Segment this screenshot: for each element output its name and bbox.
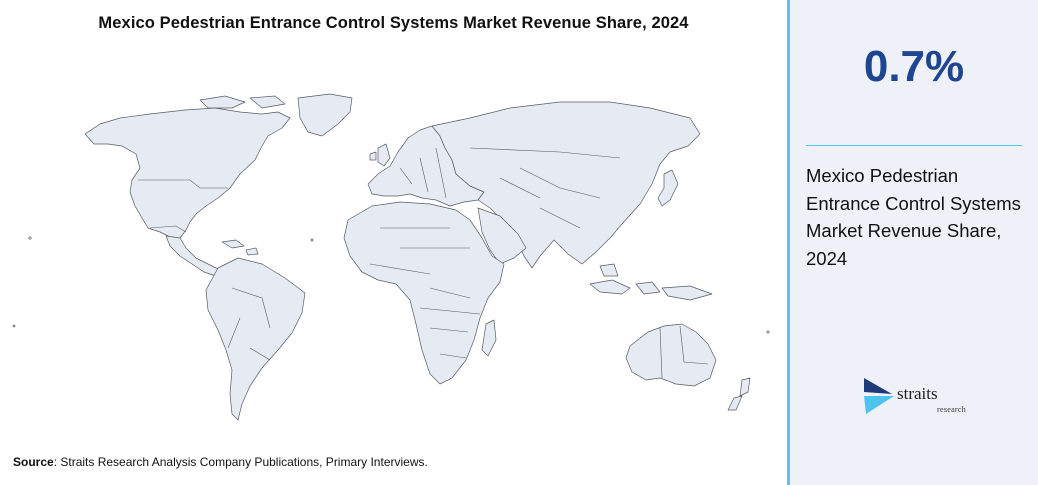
arabian-peninsula [477,207,527,265]
south-america [205,257,306,421]
straits-logo: straits research [862,374,972,418]
pacific-island [28,236,32,240]
asia [431,101,701,269]
central-america [165,235,221,277]
panel-divider [787,0,790,485]
pacific-island [12,324,16,328]
stat-label: Mexico Pedestrian Entrance Control Syste… [806,165,1021,269]
japan [657,169,679,207]
australia [625,323,717,387]
stat-panel: 0.7% Mexico Pedestrian Entrance Control … [790,0,1038,485]
country-borders [138,147,709,379]
source-text: : Straits Research Analysis Company Publ… [53,455,428,469]
pacific-island [766,330,770,334]
main-panel: Mexico Pedestrian Entrance Control Syste… [12,14,770,469]
africa [343,201,505,385]
source-note: Source: Straits Research Analysis Compan… [13,455,428,469]
madagascar [481,319,497,357]
atlantic-island [310,238,314,242]
indonesia [589,263,713,301]
north-america [84,107,291,239]
page-title: Mexico Pedestrian Entrance Control Syste… [98,14,689,32]
caribbean [221,239,259,256]
greenland [297,93,353,137]
world-map [12,93,770,421]
logo-sub: research [937,405,967,414]
new-zealand [727,377,751,411]
source-label: Source [13,455,54,469]
stat-value: 0.7% [863,42,965,91]
straits-logo-mark-icon [864,378,894,414]
stat-divider [806,145,1022,146]
arctic-islands [199,95,286,109]
logo-word: straits [897,384,938,403]
british-isles [369,143,391,167]
